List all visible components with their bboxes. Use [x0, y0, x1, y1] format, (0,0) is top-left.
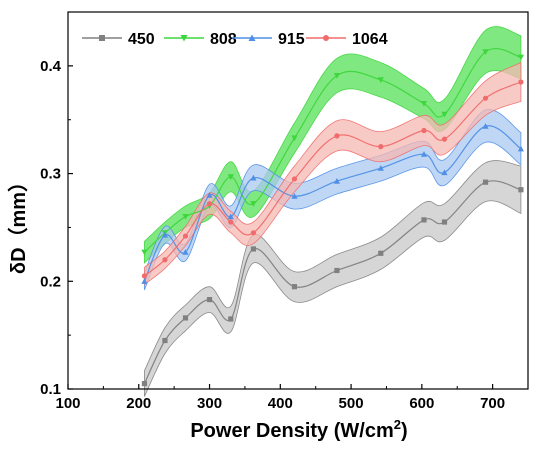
legend-marker-1064	[323, 35, 329, 41]
legend-marker-915	[248, 34, 256, 41]
point-808-8	[377, 77, 384, 83]
legend-label-450: 450	[128, 31, 155, 48]
point-1064-11	[482, 95, 489, 101]
point-808-5	[250, 201, 257, 207]
point-450-12	[518, 187, 524, 193]
legend-label-808: 808	[210, 31, 237, 48]
point-1064-6	[291, 176, 298, 182]
y-tick-label-0.4: 0.4	[40, 58, 62, 75]
point-915-7	[333, 178, 341, 184]
point-1064-8	[378, 144, 384, 150]
point-1064-4	[228, 219, 234, 225]
point-808-7	[333, 72, 341, 79]
legend: 450 808 915 1064	[82, 31, 388, 48]
point-915-10	[441, 169, 448, 176]
x-tick-label-500: 500	[339, 395, 364, 412]
y-tick-label-0.2: 0.2	[40, 273, 61, 290]
point-808-11	[482, 49, 489, 55]
point-808-10	[441, 111, 448, 118]
point-808-0	[141, 249, 148, 256]
point-915-0	[141, 278, 148, 284]
point-450-1	[162, 337, 168, 344]
x-tick-label-700: 700	[480, 395, 505, 412]
point-450-0	[141, 381, 148, 387]
point-808-12	[517, 54, 525, 61]
axes: 100 200 300 400 500 600 700 0.1 0.2 0.3 0.4	[40, 11, 529, 412]
point-915-1	[161, 231, 169, 238]
point-450-9	[421, 217, 427, 223]
point-450-10	[441, 219, 448, 225]
point-450-5	[250, 246, 257, 252]
point-808-6	[291, 135, 298, 142]
point-915-5	[250, 174, 257, 181]
point-450-8	[378, 250, 384, 256]
point-915-9	[420, 151, 428, 157]
plot-frame	[67, 11, 529, 390]
y-tick-label-0.3: 0.3	[40, 166, 61, 183]
y-axis-title: δD（mm）	[7, 172, 30, 274]
y-tick-label-0.1: 0.1	[40, 381, 61, 398]
point-450-6	[291, 284, 298, 290]
x-tick-label-400: 400	[268, 395, 293, 412]
legend-item-915: 915	[232, 31, 305, 48]
x-axis-title: Power Density (W/cm2)	[190, 417, 407, 442]
point-1064-7	[334, 133, 340, 139]
point-450-2	[182, 315, 189, 321]
point-915-4	[227, 213, 234, 220]
x-tick-label-200: 200	[126, 395, 151, 412]
legend-item-1064: 1064	[306, 31, 388, 48]
point-1064-9	[421, 127, 427, 134]
legend-marker-808	[180, 35, 188, 42]
point-915-8	[377, 165, 384, 171]
point-915-12	[517, 145, 525, 152]
point-915-2	[182, 249, 189, 255]
point-915-6	[291, 193, 298, 199]
point-1064-1	[162, 257, 168, 263]
legend-marker-450	[99, 35, 105, 41]
x-tick-label-300: 300	[197, 395, 222, 412]
point-808-9	[420, 100, 428, 107]
legend-label-915: 915	[278, 31, 305, 48]
legend-label-1064: 1064	[352, 31, 388, 48]
point-450-7	[334, 267, 340, 274]
legend-item-808: 808	[164, 31, 237, 48]
point-1064-3	[206, 201, 213, 207]
point-808-2	[182, 214, 189, 220]
point-450-11	[482, 179, 489, 185]
point-1064-2	[182, 233, 189, 239]
point-915-11	[482, 123, 489, 129]
point-1064-5	[250, 230, 257, 236]
series-markers	[141, 49, 525, 387]
point-1064-10	[441, 136, 448, 142]
point-450-3	[206, 296, 213, 303]
point-1064-0	[141, 273, 148, 279]
band-450	[144, 160, 522, 397]
point-450-4	[228, 316, 234, 322]
point-915-3	[206, 192, 213, 198]
x-tick-label-100: 100	[55, 395, 80, 412]
legend-item-450: 450	[82, 31, 155, 48]
point-808-4	[227, 174, 234, 180]
point-1064-12	[518, 79, 524, 85]
x-tick-label-600: 600	[409, 395, 434, 412]
